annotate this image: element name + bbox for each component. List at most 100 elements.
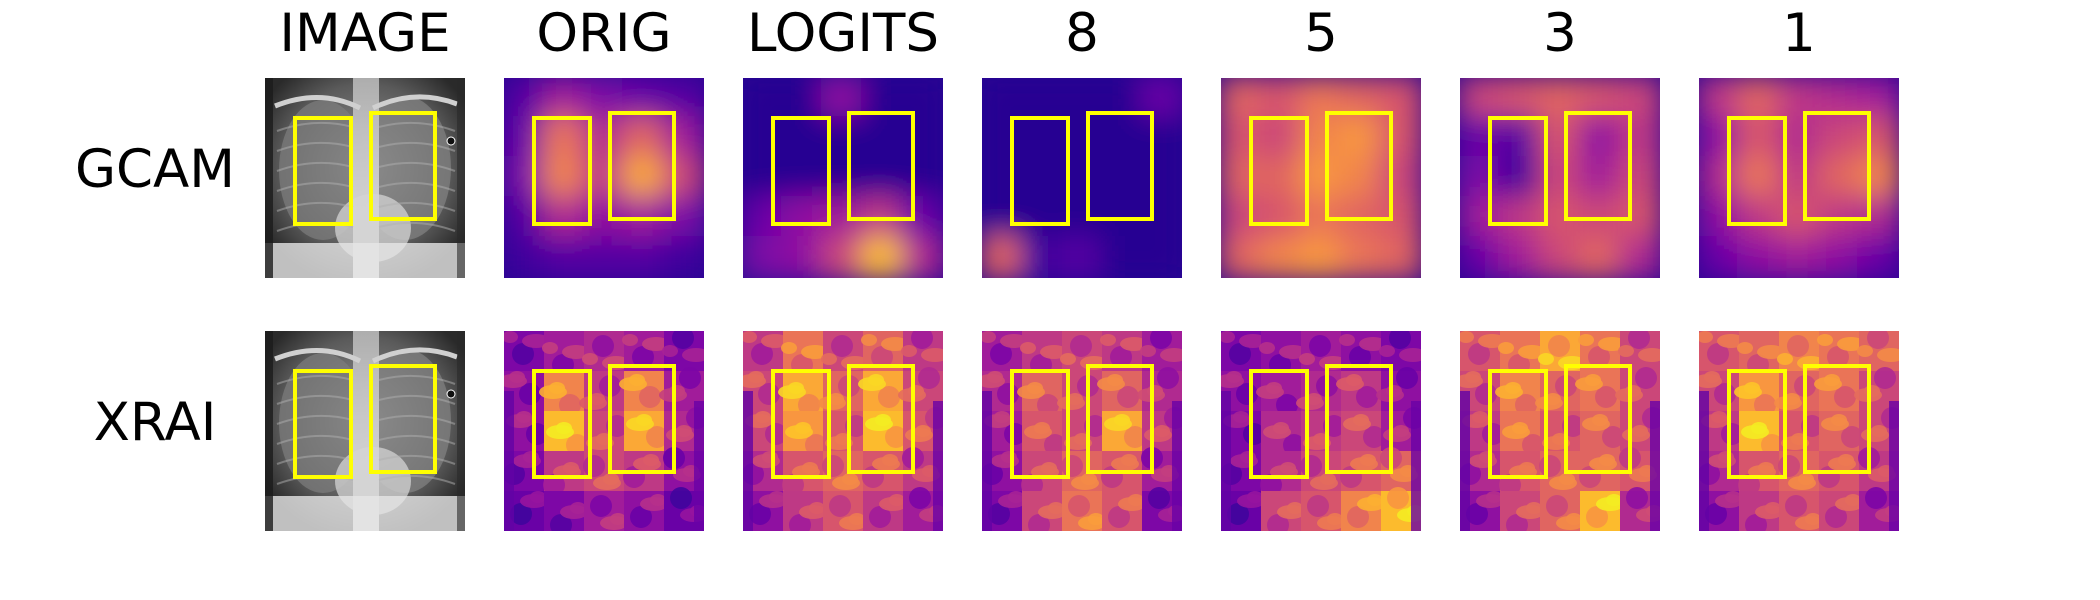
segment-blob (1157, 367, 1179, 389)
segment-blob (858, 377, 886, 391)
heatmap-cell (1699, 236, 1741, 278)
heatmap-cell (1538, 236, 1582, 278)
segment-blob (1515, 394, 1537, 416)
heatmap-cell (1020, 236, 1064, 278)
segment-blob (1785, 495, 1807, 517)
segment-blob (579, 396, 607, 410)
segment-blob (1877, 348, 1899, 362)
annotation-boxes (1488, 364, 1632, 479)
heatmap-cell (1140, 236, 1182, 278)
segment-blob (1841, 426, 1863, 448)
segment-blob (879, 497, 907, 511)
chest-xray-image (265, 331, 465, 531)
segment-blob (1821, 417, 1849, 431)
annotation-boxes (1010, 364, 1154, 479)
segment-blob (632, 346, 654, 368)
annotation-boxes (771, 111, 915, 226)
segment-blob (761, 334, 789, 348)
xrai-heatmap (982, 331, 1182, 531)
heatmap-cell (1699, 156, 1741, 200)
segment-blob (1575, 377, 1603, 391)
heatmap-cell (662, 156, 704, 200)
segment-blob (513, 454, 541, 468)
segment-blob (1221, 331, 1235, 343)
segment-blob (1595, 386, 1617, 408)
segment-blob (1239, 334, 1267, 348)
segment-blob (1741, 425, 1769, 439)
annotation-boxes (532, 364, 676, 479)
right-lung-box (1564, 111, 1632, 221)
left-lung-box (532, 116, 592, 226)
heatmap-cell (1498, 156, 1542, 200)
segment-blob (1827, 346, 1849, 368)
panel-xrai-3 (1460, 331, 1660, 531)
segment-blob (1303, 436, 1331, 450)
right-lung-box (608, 111, 676, 221)
heatmap-cell (1699, 196, 1741, 240)
segment-blob (1229, 343, 1251, 365)
heatmap-cell (1339, 116, 1383, 160)
segment-blob (590, 495, 612, 517)
right-lung-box (1086, 111, 1154, 221)
heatmap-cell (542, 156, 586, 200)
heatmap-cell (1737, 116, 1781, 160)
segment-blob (1828, 457, 1856, 471)
column-title-8: 8 (1065, 3, 1099, 64)
segment-blob (1817, 334, 1833, 346)
segment-blob (1556, 516, 1584, 530)
segment-blob (510, 503, 532, 525)
segment-blob (1148, 487, 1170, 509)
segment-blob (1699, 374, 1722, 388)
segment-blob (639, 386, 661, 408)
segment-blob (1040, 345, 1068, 359)
segment-blob (1078, 516, 1106, 530)
segment-blob (519, 383, 541, 405)
heatmap-cell (1299, 236, 1343, 278)
heatmap-cell (1221, 236, 1263, 278)
segment-blob (1230, 454, 1258, 468)
annotation-boxes (771, 364, 915, 479)
heatmap-cell (982, 116, 1024, 160)
segment-blob (1347, 506, 1369, 528)
segment-blob (749, 503, 771, 525)
segment-blob (1874, 367, 1896, 389)
annotation-boxes (1727, 364, 1871, 479)
heatmap-cell (1259, 116, 1303, 160)
segment-blob (1317, 516, 1345, 530)
segment-blob (1546, 495, 1568, 517)
segment-blob (666, 428, 694, 442)
segment-blob (646, 426, 668, 448)
panel-xrai-logits (743, 331, 943, 531)
segment-blob (1598, 337, 1626, 351)
segment-blob (1276, 394, 1298, 416)
segment-blob (805, 434, 827, 456)
segment-blob (1867, 331, 1889, 349)
column-title-5: 5 (1304, 3, 1338, 64)
heatmap-cell (781, 78, 825, 120)
segment-blob (1596, 497, 1624, 511)
segment-blob (1111, 457, 1139, 471)
segment-blob (881, 337, 909, 351)
heatmap-cell (1221, 78, 1263, 120)
segment-blob (1140, 345, 1156, 357)
segment-blob (918, 367, 940, 389)
segment-blob (1068, 495, 1090, 517)
heatmap-cell (662, 116, 704, 160)
segment-blob (1237, 494, 1265, 508)
segment-blob (1017, 385, 1045, 399)
segment-blob (626, 417, 654, 431)
segment-blob (1548, 335, 1570, 357)
segment-blob (1778, 455, 1800, 477)
panel-xrai-image (265, 331, 465, 531)
right-lung-box (1803, 364, 1871, 474)
segment-blob (1516, 505, 1544, 519)
segment-blob (633, 457, 661, 471)
segment-blob (1482, 423, 1504, 445)
segment-blob (751, 343, 773, 365)
annotation-boxes (1249, 111, 1393, 226)
heatmap-cell (542, 78, 586, 120)
xray-xrai-image (265, 331, 465, 531)
heatmap-cell (1460, 78, 1502, 120)
segment-blob (785, 425, 813, 439)
